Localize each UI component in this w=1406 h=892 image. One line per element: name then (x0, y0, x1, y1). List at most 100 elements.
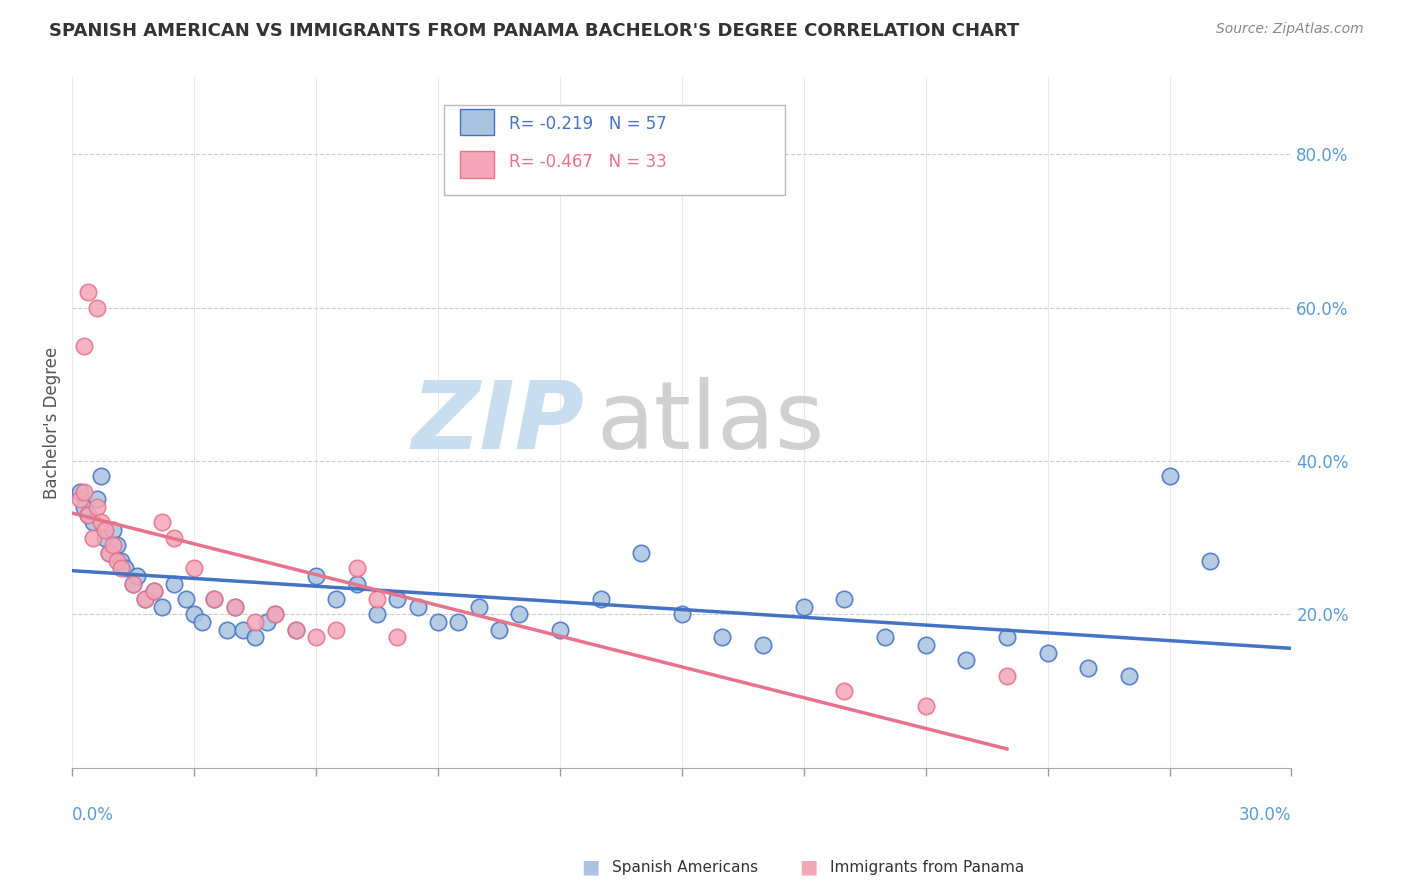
Point (183, 561, 205, 575)
Text: Source: ZipAtlas.com: Source: ZipAtlas.com (1216, 22, 1364, 37)
Text: Spanish Americans: Spanish Americans (612, 860, 758, 874)
Point (215, 623, 238, 637)
Point (1199, 554, 1222, 568)
Point (914, 638, 936, 652)
Point (243, 615, 266, 629)
Point (163, 576, 186, 591)
Text: SPANISH AMERICAN VS IMMIGRANTS FROM PANAMA BACHELOR'S DEGREE CORRELATION CHART: SPANISH AMERICAN VS IMMIGRANTS FROM PANA… (49, 22, 1019, 40)
FancyBboxPatch shape (444, 105, 786, 194)
Point (264, 607, 287, 622)
Text: ■: ■ (581, 857, 600, 877)
Point (834, 684, 856, 698)
Point (589, 591, 612, 606)
Point (427, 615, 450, 629)
Point (90, 469, 112, 483)
Point (325, 623, 347, 637)
Point (873, 630, 896, 644)
Point (671, 607, 693, 622)
Point (325, 591, 347, 606)
Point (630, 546, 652, 560)
Text: atlas: atlas (596, 376, 825, 468)
FancyBboxPatch shape (460, 152, 494, 178)
Point (256, 615, 278, 629)
Point (191, 615, 214, 629)
Point (406, 599, 429, 614)
Text: 0.0%: 0.0% (72, 805, 114, 823)
Point (73, 500, 96, 514)
Point (163, 531, 186, 545)
Point (955, 653, 977, 667)
Point (284, 623, 307, 637)
Point (77, 285, 100, 300)
Point (77, 508, 100, 522)
Point (150, 599, 173, 614)
Point (995, 668, 1018, 682)
Point (305, 569, 328, 583)
Text: ZIP: ZIP (412, 376, 585, 468)
Point (110, 561, 132, 575)
Point (174, 591, 197, 606)
Point (73, 484, 96, 499)
Point (134, 591, 156, 606)
Point (150, 516, 173, 530)
Point (366, 591, 388, 606)
Point (134, 591, 156, 606)
Point (127, 569, 149, 583)
Text: ■: ■ (799, 857, 818, 877)
Point (305, 630, 328, 644)
Point (77, 508, 100, 522)
Point (1159, 469, 1181, 483)
Point (366, 607, 388, 622)
Point (447, 615, 470, 629)
Point (69, 492, 91, 507)
Point (1077, 661, 1099, 675)
Point (224, 599, 246, 614)
Point (508, 607, 530, 622)
Point (1036, 646, 1059, 660)
Point (232, 623, 254, 637)
Point (711, 630, 734, 644)
Point (834, 591, 856, 606)
Point (548, 623, 571, 637)
Point (752, 638, 775, 652)
Point (224, 599, 246, 614)
Point (97, 546, 120, 560)
Point (90, 516, 112, 530)
Point (69, 484, 91, 499)
Point (86, 301, 108, 315)
Point (387, 591, 409, 606)
Point (264, 607, 287, 622)
Text: R= -0.219   N = 57: R= -0.219 N = 57 (509, 115, 666, 134)
Point (101, 538, 124, 552)
Text: 30.0%: 30.0% (1239, 805, 1292, 823)
Text: Immigrants from Panama: Immigrants from Panama (830, 860, 1024, 874)
Point (73, 339, 96, 353)
Y-axis label: Bachelor's Degree: Bachelor's Degree (44, 346, 60, 499)
Point (346, 576, 368, 591)
Point (284, 623, 307, 637)
Text: R= -0.467   N = 33: R= -0.467 N = 33 (509, 153, 666, 171)
Point (793, 599, 815, 614)
Point (86, 500, 108, 514)
Point (105, 554, 128, 568)
FancyBboxPatch shape (460, 109, 494, 135)
Point (122, 576, 145, 591)
Point (387, 630, 409, 644)
Point (142, 584, 165, 599)
Point (82, 516, 104, 530)
Point (97, 546, 120, 560)
Point (1118, 668, 1140, 682)
Point (122, 576, 145, 591)
Point (995, 630, 1018, 644)
Point (204, 591, 226, 606)
Point (86, 492, 108, 507)
Point (346, 561, 368, 575)
Point (204, 591, 226, 606)
Point (82, 531, 104, 545)
Point (914, 699, 936, 714)
Point (110, 554, 132, 568)
Point (105, 538, 128, 552)
Point (93, 523, 115, 537)
Point (243, 630, 266, 644)
Point (93, 531, 115, 545)
